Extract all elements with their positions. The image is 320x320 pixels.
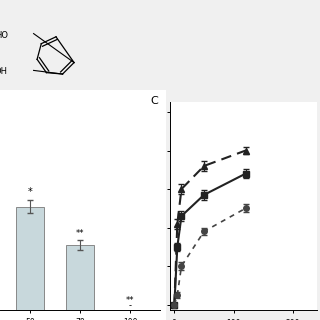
Text: HO: HO (0, 31, 8, 40)
Text: **: ** (76, 228, 84, 237)
Text: -: - (129, 301, 132, 310)
Bar (16, 207, 44, 310)
Text: OH: OH (0, 67, 8, 76)
Text: C: C (150, 96, 158, 106)
Bar (66, 245, 94, 310)
Text: **: ** (126, 296, 134, 305)
Y-axis label: Inhibition rate: Inhibition rate (128, 179, 137, 234)
FancyBboxPatch shape (0, 90, 166, 320)
Text: *: * (28, 187, 32, 197)
